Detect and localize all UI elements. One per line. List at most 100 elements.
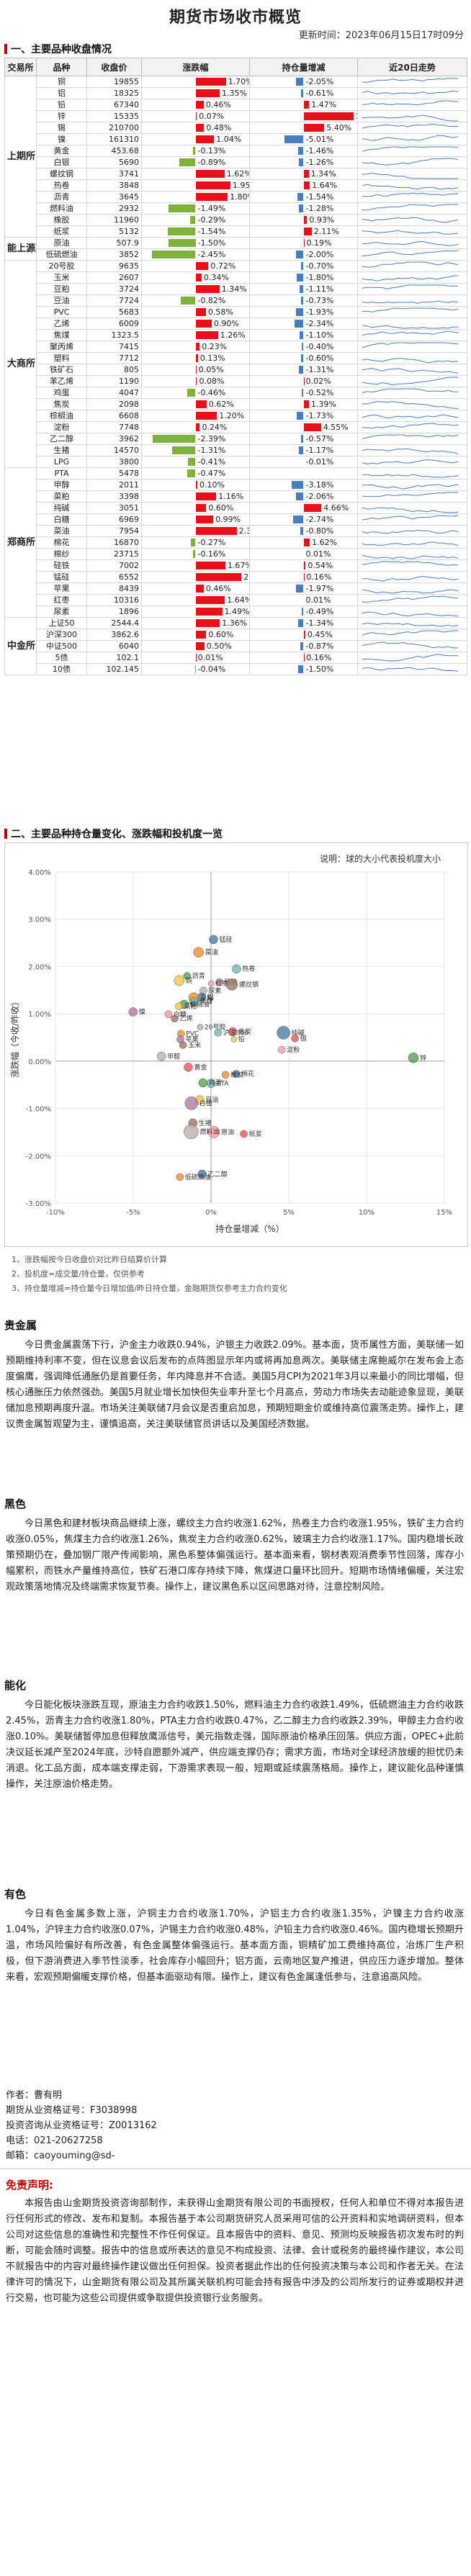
exchange-cell: 上期所	[4, 76, 37, 238]
bar-wrap: 1.62%	[251, 539, 357, 546]
product-name: 螺纹钢	[36, 168, 87, 180]
sparkline-line	[362, 560, 459, 566]
negative-bar	[298, 204, 304, 212]
trend-sparkline-cell	[357, 467, 467, 479]
bar-wrap: 0.34%	[143, 274, 249, 282]
positive-bar	[195, 124, 205, 132]
bar-wrap: -2.74%	[251, 515, 357, 523]
oi-change-value: -0.61%	[305, 89, 334, 98]
col-change: 涨跌幅	[141, 58, 250, 76]
close-price: 5683	[86, 306, 142, 318]
sparkline	[362, 357, 459, 363]
positive-bar	[195, 585, 204, 593]
change-value: -1.49%	[197, 204, 226, 213]
oi-change-cell: -0.49%	[249, 605, 358, 618]
close-price: 1896	[86, 605, 142, 618]
section-marker	[4, 829, 7, 839]
oi-change-value: 5.40%	[326, 123, 352, 132]
change-value: 0.99%	[215, 515, 241, 524]
change-value: 1.16%	[218, 492, 244, 501]
point-label: 螺纹钢	[239, 980, 259, 988]
point-label: 镍	[139, 1008, 145, 1017]
close-price: 8439	[86, 582, 142, 595]
sparkline-line	[362, 492, 458, 497]
trend-sparkline-cell	[357, 479, 467, 491]
bar-wrap: 1.80%	[143, 193, 249, 201]
negative-bar	[301, 354, 304, 362]
bar-wrap: 1.16%	[143, 492, 249, 501]
table-row: 苯乙烯 1190 0.08% 0.02%	[5, 375, 467, 387]
bar-wrap: -0.41%	[143, 458, 249, 466]
table-row: LPG 3800 -0.41% -0.01%	[5, 456, 467, 468]
change-value: 0.60%	[208, 503, 234, 513]
change-cell: -1.31%	[141, 444, 250, 456]
oi-change-value: 0.16%	[306, 653, 332, 662]
change-value: 1.95%	[232, 181, 249, 190]
bar-wrap: -1.11%	[251, 285, 357, 293]
y-tick-label: 2.00%	[28, 963, 51, 971]
bar-wrap: 0.24%	[143, 423, 249, 431]
negative-bar	[296, 308, 304, 316]
trend-sparkline-cell	[357, 87, 467, 99]
table-row: 镍 161310 1.04% -5.01%	[5, 133, 467, 145]
change-value: 0.58%	[207, 307, 233, 317]
sparkline	[362, 641, 459, 649]
sparkline-line	[362, 367, 459, 374]
bar-wrap	[251, 469, 357, 477]
positive-bar	[195, 101, 204, 109]
bar-wrap: 5.40%	[251, 123, 357, 132]
data-point	[207, 980, 215, 987]
oi-change-cell: -1.17%	[249, 444, 358, 456]
bar-wrap: 0.08%	[143, 377, 249, 385]
oi-change-cell: -1.31%	[249, 364, 358, 376]
product-name: 锌	[36, 110, 87, 122]
trend-sparkline-cell	[357, 617, 467, 629]
x-tick-label: -10%	[46, 1209, 65, 1217]
positive-bar	[303, 631, 305, 639]
positive-bar	[303, 170, 309, 178]
table-row: 鸡蛋 4047 -0.46% -0.52%	[5, 387, 467, 399]
change-cell: -0.89%	[141, 156, 250, 168]
data-point	[184, 1124, 199, 1140]
table-row: 橡胶 11960 -0.29% 0.93%	[5, 214, 467, 226]
negative-bar	[297, 147, 304, 155]
bar-wrap: -0.57%	[251, 435, 357, 443]
trend-sparkline-cell	[357, 594, 467, 606]
product-name: 上证50	[36, 617, 87, 629]
x-tick-label: -5%	[126, 1209, 140, 1217]
trend-sparkline-cell	[357, 133, 467, 145]
table-row: PVC 5683 0.58% -1.93%	[5, 306, 467, 318]
trend-sparkline-cell	[357, 76, 467, 88]
close-price: 6969	[86, 513, 142, 526]
data-point	[278, 1045, 286, 1054]
close-price: 453.68	[86, 145, 142, 157]
trend-sparkline-cell	[357, 145, 467, 157]
sparkline-line	[362, 422, 459, 428]
sparkline	[362, 483, 459, 490]
bar-wrap: 1.26%	[143, 331, 249, 339]
table-row: 塑料 7712 0.13% -0.60%	[5, 352, 467, 364]
positive-bar	[303, 562, 306, 569]
trend-sparkline-cell	[357, 387, 467, 399]
change-cell: 1.16%	[141, 490, 250, 503]
product-name: 燃料油	[36, 202, 87, 215]
negative-bar	[299, 285, 304, 293]
change-value: 0.07%	[199, 112, 225, 121]
bar-wrap: 0.16%	[251, 573, 357, 581]
close-price: 507.9	[86, 237, 142, 249]
trend-sparkline-cell	[357, 375, 467, 387]
trend-sparkline-cell	[357, 341, 467, 353]
sparkline-line	[362, 459, 459, 464]
positive-bar	[303, 573, 305, 581]
negative-bar	[188, 458, 196, 466]
product-name: 橡胶	[36, 214, 87, 226]
exchange-cell: 郑商所	[4, 467, 37, 618]
point-label: 棉花	[241, 1070, 254, 1078]
data-point	[198, 1078, 208, 1088]
table-row: 铅 67340 0.46% 1.47%	[5, 99, 467, 111]
bar-wrap: -0.40%	[251, 343, 357, 351]
section-precious-title: 贵金属	[4, 1319, 37, 1332]
trend-sparkline-cell	[357, 271, 467, 284]
change-value: 1.34%	[221, 284, 247, 294]
